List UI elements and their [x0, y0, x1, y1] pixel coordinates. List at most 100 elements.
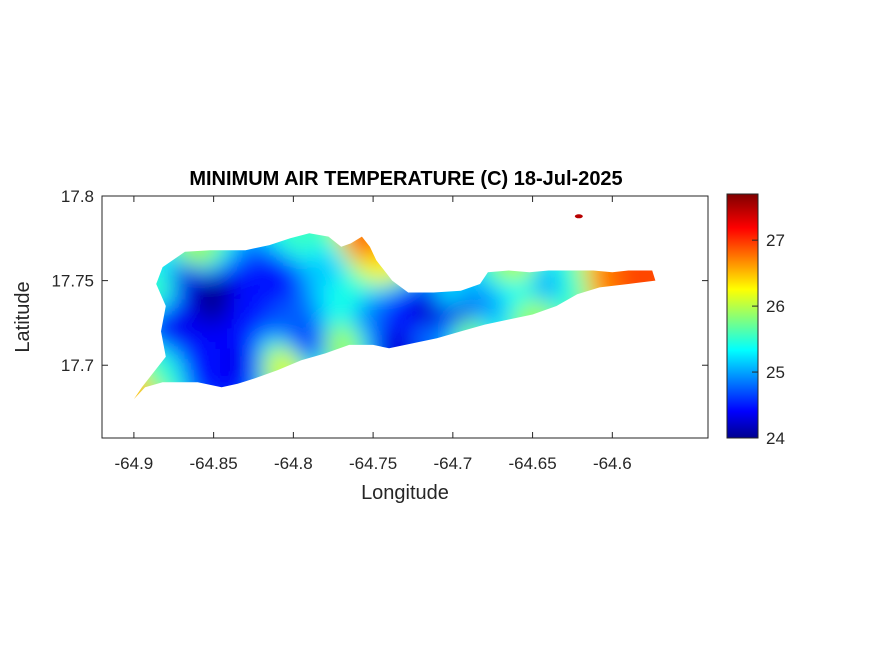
field-cell [199, 293, 208, 302]
field-cell [290, 328, 299, 337]
field-cell [234, 321, 243, 330]
field-cell [276, 307, 285, 316]
field-cell [451, 328, 460, 337]
field-cell [409, 314, 418, 323]
field-cell [290, 286, 299, 295]
field-cell [465, 300, 474, 309]
field-cell [430, 328, 439, 337]
field-cell [164, 370, 173, 379]
field-cell [171, 328, 180, 337]
field-cell [255, 328, 264, 337]
field-cell [360, 293, 369, 302]
field-cell [185, 363, 194, 372]
field-cell [486, 286, 495, 295]
field-cell [416, 328, 425, 337]
field-cell [493, 279, 502, 288]
field-cell [325, 237, 334, 246]
field-cell [234, 300, 243, 309]
field-cell [227, 307, 236, 316]
field-cell [192, 286, 201, 295]
field-cell [241, 370, 250, 379]
field-cell [318, 233, 327, 239]
field-cell [206, 377, 215, 386]
field-cell [192, 272, 201, 281]
field-cell [374, 293, 383, 302]
field-cell [178, 300, 187, 309]
field-cell [220, 251, 229, 260]
field-cell [423, 307, 432, 316]
field-cell [290, 258, 299, 267]
field-cell [339, 244, 348, 253]
colorbar-tick-label: 24 [766, 429, 785, 448]
field-cell [255, 349, 264, 358]
field-cell [339, 321, 348, 330]
field-cell [360, 265, 369, 274]
field-cell [192, 363, 201, 372]
field-cell [304, 251, 313, 260]
field-cell [521, 272, 530, 281]
field-cell [227, 258, 236, 267]
field-cell [311, 328, 320, 337]
field-cell [234, 314, 243, 323]
field-cell [248, 251, 257, 260]
field-cell [563, 279, 572, 288]
field-cell [647, 272, 656, 281]
field-cell [241, 265, 250, 274]
field-cell [164, 342, 173, 351]
field-cell [339, 272, 348, 281]
field-cell [577, 286, 586, 295]
field-cell [220, 293, 229, 302]
field-cell [416, 314, 425, 323]
colorbar: 24 25 26 27 [726, 193, 785, 448]
field-cell [451, 293, 460, 302]
field-cell [164, 321, 173, 330]
field-cell [262, 335, 271, 344]
field-cell [220, 279, 229, 288]
field-cell [437, 321, 446, 330]
field-cell [640, 272, 649, 281]
field-cell [346, 279, 355, 288]
islet-point [574, 214, 583, 219]
field-cell [507, 300, 516, 309]
field-cell [374, 300, 383, 309]
field-cell [234, 349, 243, 358]
field-cell [199, 335, 208, 344]
field-cell [276, 258, 285, 267]
field-cell [353, 300, 362, 309]
field-cell [395, 293, 404, 302]
field-cell [311, 272, 320, 281]
field-cell [192, 300, 201, 309]
field-cell [269, 279, 278, 288]
field-cell [276, 342, 285, 351]
field-cell [178, 279, 187, 288]
field-cell [444, 328, 453, 337]
field-cell [332, 293, 341, 302]
field-cell [542, 286, 551, 295]
field-cell [353, 321, 362, 330]
field-cell [318, 307, 327, 316]
field-cell [479, 300, 488, 309]
field-cell [220, 307, 229, 316]
field-cell [304, 342, 313, 351]
field-cell [304, 286, 313, 295]
field-cell [290, 335, 299, 344]
field-cell [171, 265, 180, 274]
field-cell [360, 307, 369, 316]
field-cell [276, 335, 285, 344]
field-cell [360, 335, 369, 344]
field-cell [339, 307, 348, 316]
field-cell [493, 293, 502, 302]
field-cell [563, 272, 572, 281]
colorbar-tick-label: 27 [766, 231, 785, 250]
field-cell [178, 342, 187, 351]
field-cell [192, 328, 201, 337]
field-cell [409, 293, 418, 302]
field-cell [262, 265, 271, 274]
field-cell [192, 265, 201, 274]
field-cell [311, 237, 320, 246]
field-cell [206, 307, 215, 316]
field-cell [311, 314, 320, 323]
field-cell [185, 258, 194, 267]
field-cell [458, 314, 467, 323]
field-cell [269, 328, 278, 337]
